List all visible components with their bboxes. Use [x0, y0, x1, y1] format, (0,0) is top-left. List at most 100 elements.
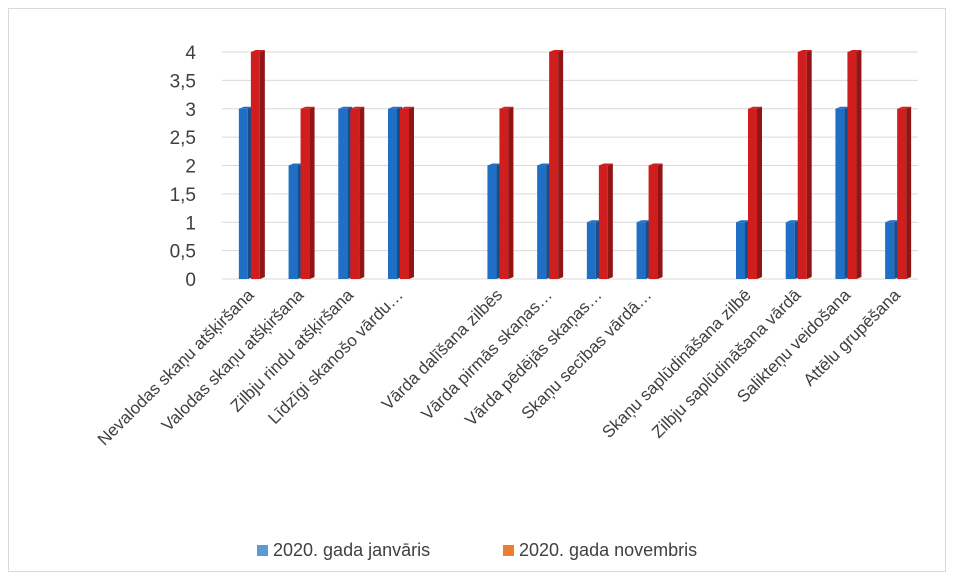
bar-top	[835, 106, 850, 109]
bar	[586, 220, 601, 279]
bar-front	[238, 108, 248, 279]
series-november	[250, 50, 912, 279]
bar	[736, 220, 750, 279]
bar-front	[537, 165, 547, 279]
bar-top	[250, 50, 265, 52]
bar-front	[736, 222, 745, 279]
y-tick-label: 3	[185, 100, 196, 121]
bar-front	[797, 52, 807, 279]
y-tick-label: 3,5	[170, 71, 196, 92]
bar	[885, 220, 900, 279]
bar-front	[388, 108, 397, 279]
bar	[835, 106, 850, 279]
bar-front	[300, 108, 310, 279]
bar-front	[835, 108, 845, 279]
bar-side	[309, 106, 315, 279]
bar	[549, 50, 564, 279]
bar-front	[748, 108, 757, 279]
y-tick-label: 4	[185, 43, 196, 64]
y-tick-label: 2	[185, 157, 196, 178]
bar-top	[897, 106, 912, 109]
bar	[598, 163, 613, 279]
legend-swatch	[503, 545, 514, 556]
bar-front	[487, 165, 497, 279]
bar-top	[288, 163, 303, 166]
bar-front	[636, 222, 646, 279]
bar-front	[586, 222, 596, 279]
bar-front	[897, 108, 907, 279]
y-tick-label: 1	[185, 213, 196, 234]
bar-top	[400, 106, 414, 109]
bar-front	[648, 165, 658, 279]
bar-top	[499, 106, 514, 109]
bar-front	[288, 165, 298, 279]
bar	[350, 106, 365, 279]
bar	[400, 106, 414, 279]
legend-label: 2020. gada janvāris	[273, 540, 430, 560]
bar-top	[785, 220, 800, 223]
bar	[537, 163, 552, 279]
bar-front	[338, 108, 348, 279]
bar	[847, 50, 862, 279]
y-tick-label: 1,5	[170, 185, 196, 206]
bar-side	[906, 106, 912, 279]
bar-side	[856, 50, 862, 279]
bar-top	[338, 106, 353, 109]
bar-side	[508, 106, 514, 279]
bar	[388, 106, 402, 279]
y-tick-label: 0	[185, 270, 196, 291]
bar-top	[598, 163, 613, 166]
bar-top	[636, 220, 651, 223]
bar	[499, 106, 514, 279]
bar-top	[549, 50, 564, 52]
legend-label: 2020. gada novembris	[519, 540, 697, 560]
y-tick-label: 0,5	[170, 242, 196, 263]
bar	[648, 163, 663, 279]
bar-side	[607, 163, 613, 279]
bar-front	[847, 52, 857, 279]
bar	[250, 50, 265, 279]
bar-top	[586, 220, 601, 223]
bar-side	[657, 163, 663, 279]
legend: 2020. gada janvāris 2020. gada novembris	[257, 540, 697, 560]
chart-area	[8, 8, 946, 572]
legend-item: 2020. gada janvāris	[257, 540, 430, 560]
bar-side	[806, 50, 812, 279]
bar-front	[350, 108, 360, 279]
bar-top	[797, 50, 812, 52]
bar-front	[549, 52, 559, 279]
bar-top	[300, 106, 315, 109]
bar	[797, 50, 812, 279]
legend-swatch	[257, 545, 268, 556]
bar-top	[847, 50, 862, 52]
y-axis-tick-labels: 0 0,5 1 1,5 2 2,5 3 3,5 4	[170, 43, 197, 291]
bar-front	[499, 108, 509, 279]
bar-side	[409, 106, 414, 279]
bar-top	[238, 106, 253, 109]
bar-front	[598, 165, 608, 279]
bar-side	[359, 106, 365, 279]
bar-side	[558, 50, 564, 279]
bar-top	[388, 106, 402, 109]
bar	[748, 106, 762, 279]
bar	[338, 106, 353, 279]
bar	[238, 106, 253, 279]
bar-side	[757, 106, 762, 279]
bar-top	[648, 163, 663, 166]
bar	[636, 220, 651, 279]
bar-top	[537, 163, 552, 166]
bar-side	[259, 50, 265, 279]
bar	[897, 106, 912, 279]
y-gridlines	[222, 51, 918, 280]
bar	[785, 220, 800, 279]
bar	[288, 163, 303, 279]
bar-front	[885, 222, 895, 279]
bar-top	[487, 163, 502, 166]
legend-item: 2020. gada novembris	[503, 540, 697, 560]
bars	[238, 50, 912, 279]
bar-front	[400, 108, 409, 279]
bar-top	[350, 106, 365, 109]
bar-front	[250, 52, 260, 279]
